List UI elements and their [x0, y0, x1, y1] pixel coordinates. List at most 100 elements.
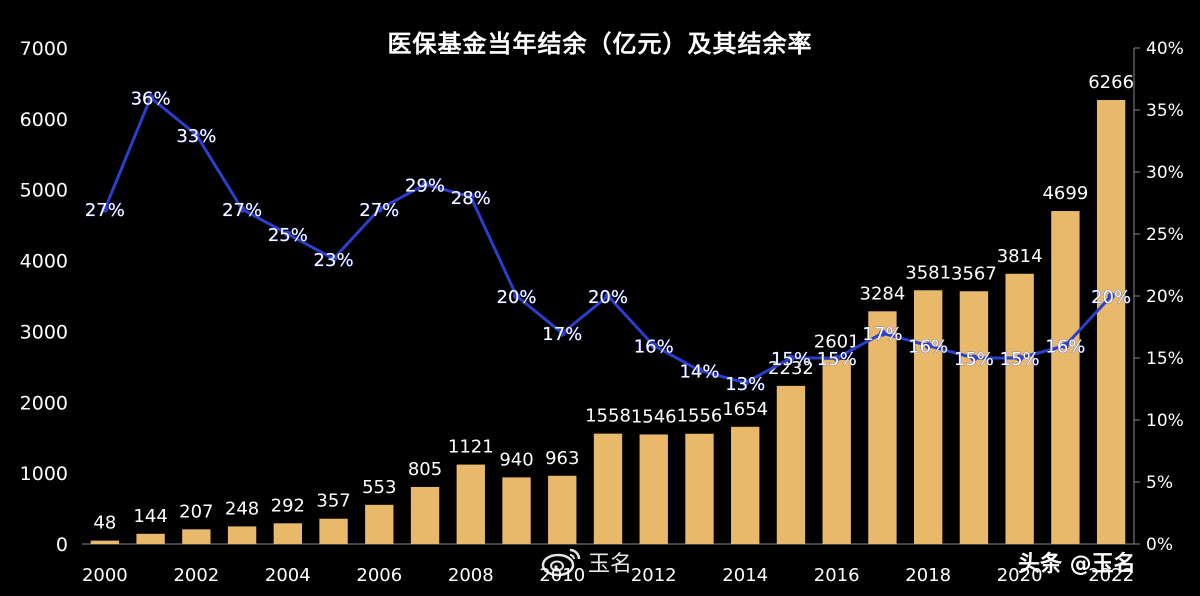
rate-point: [878, 329, 886, 337]
bar-value-label: 1121: [448, 437, 494, 458]
x-axis-tick-label: 2014: [722, 565, 768, 586]
rate-point: [924, 342, 932, 350]
bar: [731, 426, 760, 544]
bar: [273, 523, 303, 544]
bar-value-label: 3284: [860, 283, 906, 304]
weibo-watermark-text: 玉名: [588, 552, 633, 577]
rate-label: 20%: [588, 287, 628, 308]
left-axis-tick-label: 4000: [20, 251, 68, 273]
bar-value-label: 3581: [905, 262, 951, 283]
bar: [1096, 100, 1126, 544]
rate-label: 20%: [497, 287, 537, 308]
rate-point: [741, 379, 749, 387]
rate-point: [421, 180, 429, 188]
x-axis-tick-label: 2022: [1088, 565, 1134, 586]
rate-point: [101, 205, 109, 213]
bar-value-label: 2601: [814, 332, 860, 353]
left-axis-tick-label: 1000: [20, 463, 68, 485]
rate-point: [147, 94, 155, 102]
right-axis-tick-label: 25%: [1146, 225, 1184, 245]
x-axis-tick-label: 2002: [173, 565, 219, 586]
rate-point: [375, 205, 383, 213]
right-axis-tick-label: 40%: [1146, 39, 1184, 59]
x-axis-tick-label: 2008: [448, 565, 494, 586]
bar: [548, 475, 577, 544]
x-axis-tick-label: 2018: [905, 565, 951, 586]
rate-label: 16%: [634, 337, 674, 358]
rate-label: 15%: [954, 349, 994, 370]
bar: [90, 540, 120, 544]
bar: [456, 464, 485, 544]
rate-label: 14%: [679, 361, 719, 382]
bar: [1051, 211, 1080, 544]
rate-label: 36%: [131, 89, 171, 110]
rate-label: 15%: [817, 349, 857, 370]
rate-label: 27%: [85, 200, 125, 221]
rate-point: [558, 329, 566, 337]
rate-label: 16%: [908, 337, 948, 358]
rate-label: 25%: [268, 225, 308, 246]
rate-label: 15%: [1000, 349, 1040, 370]
x-axis-tick-label: 2016: [814, 565, 860, 586]
rate-point: [1016, 354, 1024, 362]
bar: [182, 529, 211, 544]
right-axis-tick-label: 20%: [1146, 287, 1184, 307]
chart-title: 医保基金当年结余（亿元）及其结余率: [387, 30, 813, 58]
rate-label: 17%: [862, 324, 902, 345]
bar-value-label: 6266: [1088, 72, 1134, 93]
bar-value-label: 48: [93, 513, 116, 534]
right-axis-tick-label: 30%: [1146, 163, 1184, 183]
bar: [913, 290, 943, 544]
bar-value-label: 357: [316, 491, 350, 512]
rate-label: 27%: [222, 200, 262, 221]
bar: [639, 434, 668, 544]
weibo-watermark: 玉名: [540, 546, 632, 578]
right-axis-tick-label: 35%: [1146, 101, 1184, 121]
left-axis-tick-label: 7000: [20, 38, 68, 60]
rate-point: [1061, 342, 1069, 350]
rate-point: [284, 230, 292, 238]
x-axis-tick-label: 2012: [631, 565, 677, 586]
left-axis-tick-label: 5000: [20, 180, 68, 202]
bar: [822, 359, 851, 544]
bar-value-label: 248: [225, 498, 259, 519]
left-axis-tick-label: 2000: [20, 392, 68, 414]
bar-value-label: 1546: [631, 406, 677, 427]
x-axis-tick-label: 2006: [356, 565, 402, 586]
x-axis-tick-label: 2000: [82, 565, 128, 586]
right-axis-tick-label: 0%: [1146, 535, 1173, 555]
rate-label: 23%: [314, 250, 354, 271]
rate-label: 17%: [542, 324, 582, 345]
rate-point: [467, 193, 475, 201]
rate-point: [833, 354, 841, 362]
bar: [227, 526, 257, 544]
bar: [959, 291, 989, 544]
left-axis-tick-label: 6000: [20, 109, 68, 131]
rate-point: [695, 366, 703, 374]
bar-value-label: 805: [408, 459, 442, 480]
bar: [136, 533, 165, 544]
rate-point: [513, 292, 521, 300]
right-axis-tick-label: 5%: [1146, 473, 1173, 493]
bar: [410, 486, 440, 544]
rate-point: [604, 292, 612, 300]
bar-value-label: 3814: [997, 246, 1043, 267]
rate-label: 33%: [176, 126, 216, 147]
left-axis-tick-label: 3000: [20, 321, 68, 343]
rate-point: [330, 255, 338, 263]
x-axis-tick-label: 2020: [997, 565, 1043, 586]
rate-label: 15%: [771, 349, 811, 370]
bar-value-label: 144: [133, 506, 167, 527]
bar: [593, 433, 623, 544]
bar: [685, 433, 714, 544]
right-axis-tick-label: 15%: [1146, 349, 1184, 369]
bar-value-label: 1558: [585, 406, 631, 427]
rate-point: [1107, 292, 1115, 300]
bar-value-label: 1556: [677, 406, 723, 427]
rate-point: [787, 354, 795, 362]
bar-value-label: 963: [545, 448, 579, 469]
bar-value-label: 3567: [951, 263, 997, 284]
bar-value-label: 1654: [722, 399, 768, 420]
bar: [1005, 273, 1034, 544]
